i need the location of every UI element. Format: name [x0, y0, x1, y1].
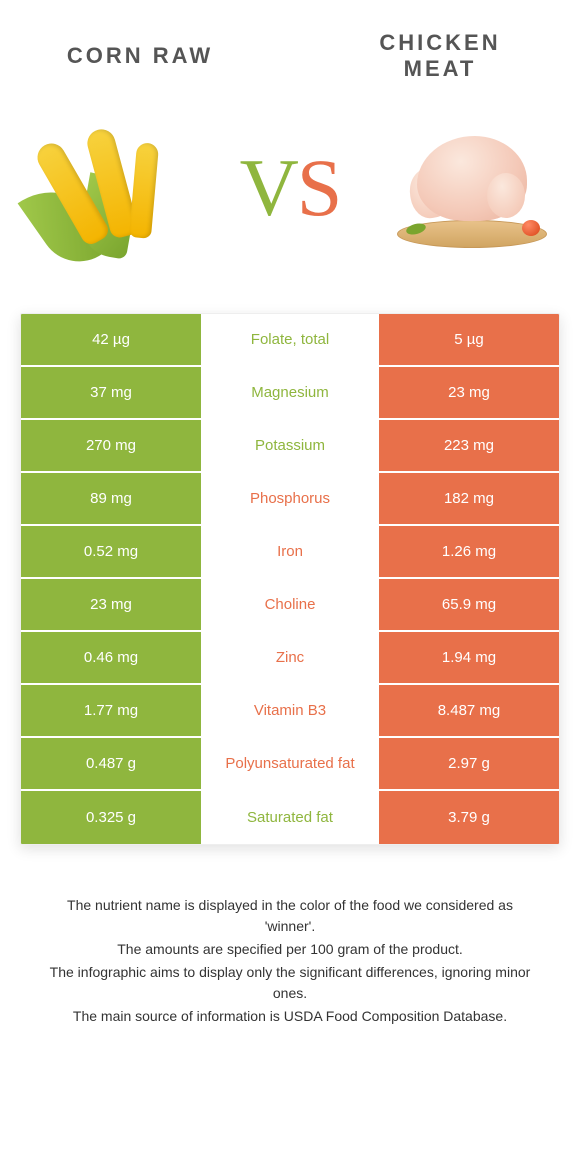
- footer-line: The main source of information is USDA F…: [40, 1006, 540, 1027]
- right-value: 1.26 mg: [379, 526, 559, 577]
- footer-notes: The nutrient name is displayed in the co…: [0, 865, 580, 1027]
- right-value: 5 µg: [379, 314, 559, 365]
- vs-s: S: [297, 142, 341, 233]
- right-value: 3.79 g: [379, 791, 559, 844]
- header: CORN RAW CHICKEN MEAT: [0, 0, 580, 93]
- corn-illustration: [20, 103, 195, 273]
- table-row: 0.52 mgIron1.26 mg: [21, 526, 559, 579]
- left-value: 270 mg: [21, 420, 201, 471]
- right-food-title: CHICKEN MEAT: [340, 30, 540, 83]
- right-value: 8.487 mg: [379, 685, 559, 736]
- left-value: 1.77 mg: [21, 685, 201, 736]
- comparison-table: 42 µgFolate, total5 µg37 mgMagnesium23 m…: [20, 313, 560, 845]
- left-value: 42 µg: [21, 314, 201, 365]
- nutrient-label: Magnesium: [201, 367, 379, 418]
- table-row: 0.46 mgZinc1.94 mg: [21, 632, 559, 685]
- left-value: 0.52 mg: [21, 526, 201, 577]
- right-value: 23 mg: [379, 367, 559, 418]
- left-value: 0.487 g: [21, 738, 201, 789]
- nutrient-label: Zinc: [201, 632, 379, 683]
- table-row: 0.325 gSaturated fat3.79 g: [21, 791, 559, 844]
- footer-line: The infographic aims to display only the…: [40, 962, 540, 1004]
- nutrient-label: Polyunsaturated fat: [201, 738, 379, 789]
- footer-line: The amounts are specified per 100 gram o…: [40, 939, 540, 960]
- left-value: 0.325 g: [21, 791, 201, 844]
- nutrient-label: Vitamin B3: [201, 685, 379, 736]
- left-value: 23 mg: [21, 579, 201, 630]
- right-value: 223 mg: [379, 420, 559, 471]
- table-row: 1.77 mgVitamin B38.487 mg: [21, 685, 559, 738]
- nutrient-label: Folate, total: [201, 314, 379, 365]
- table-row: 89 mgPhosphorus182 mg: [21, 473, 559, 526]
- images-row: VS: [0, 93, 580, 293]
- vs-v: V: [240, 142, 297, 233]
- left-value: 89 mg: [21, 473, 201, 524]
- chicken-illustration: [385, 103, 560, 273]
- right-value: 65.9 mg: [379, 579, 559, 630]
- nutrient-label: Saturated fat: [201, 791, 379, 844]
- nutrient-label: Iron: [201, 526, 379, 577]
- footer-line: The nutrient name is displayed in the co…: [40, 895, 540, 937]
- right-value: 1.94 mg: [379, 632, 559, 683]
- table-row: 42 µgFolate, total5 µg: [21, 314, 559, 367]
- table-row: 0.487 gPolyunsaturated fat2.97 g: [21, 738, 559, 791]
- right-value: 2.97 g: [379, 738, 559, 789]
- table-row: 270 mgPotassium223 mg: [21, 420, 559, 473]
- nutrient-label: Phosphorus: [201, 473, 379, 524]
- left-value: 0.46 mg: [21, 632, 201, 683]
- nutrient-label: Potassium: [201, 420, 379, 471]
- table-row: 23 mgCholine65.9 mg: [21, 579, 559, 632]
- table-row: 37 mgMagnesium23 mg: [21, 367, 559, 420]
- vs-label: VS: [240, 141, 341, 235]
- left-value: 37 mg: [21, 367, 201, 418]
- nutrient-label: Choline: [201, 579, 379, 630]
- left-food-title: CORN RAW: [40, 43, 240, 69]
- right-value: 182 mg: [379, 473, 559, 524]
